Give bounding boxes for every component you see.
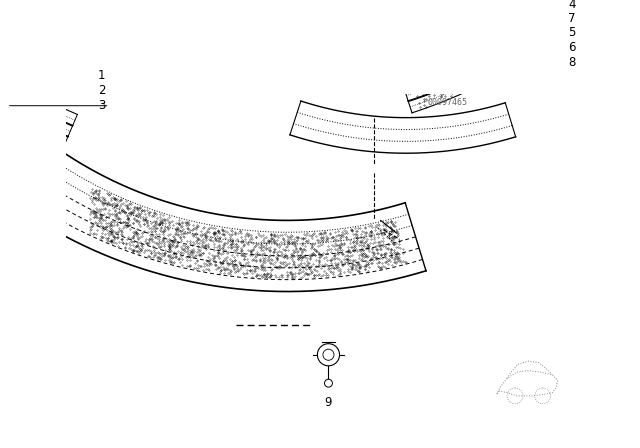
Text: 4: 4 (568, 0, 575, 11)
Text: 6: 6 (568, 41, 575, 54)
Text: 7: 7 (568, 12, 575, 25)
Text: 3: 3 (98, 99, 106, 112)
Text: 2: 2 (98, 84, 106, 97)
Text: 5: 5 (568, 26, 575, 39)
Text: 8: 8 (568, 56, 575, 69)
Text: 1: 1 (98, 69, 106, 82)
Text: 9: 9 (324, 396, 332, 409)
Text: 00097465: 00097465 (428, 99, 468, 108)
